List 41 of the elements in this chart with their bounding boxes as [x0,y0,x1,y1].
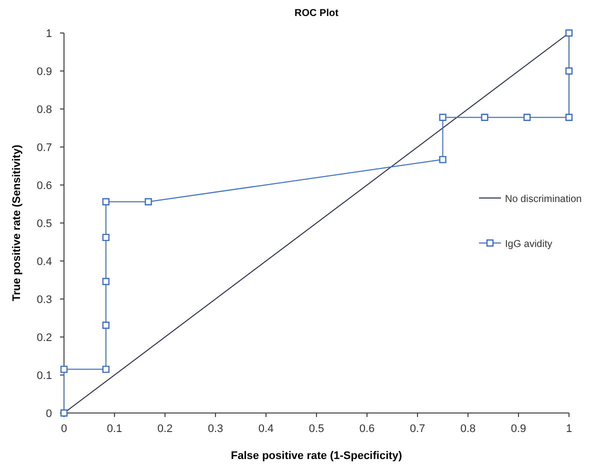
legend-label: No discrimination [505,194,582,205]
point [102,278,110,286]
y-tick-label: 0.7 [36,142,52,154]
x-tick-label: 0.9 [510,423,526,435]
point [565,67,573,75]
y-tick-label: 0.9 [36,66,52,78]
point [481,114,488,121]
x-tick-label: 0.5 [308,423,324,435]
x-tick-label: 0.4 [258,423,274,435]
x-tick-label: 0.6 [359,423,375,435]
chart-title: ROC Plot [294,8,340,19]
x-tick-label: 0 [60,423,68,435]
x-tick-label: 0.2 [157,423,173,435]
point [565,29,573,37]
point [102,198,110,206]
point [60,366,68,373]
y-tick-label: 0.3 [36,294,52,306]
y-axis-title: True positive rate (Sensitivity) [11,144,23,302]
y-tick-label: 0.5 [36,218,52,230]
point [144,198,152,206]
y-tick-label: 0 [46,408,52,420]
point [102,234,110,242]
x-tick-label: 0.7 [410,423,426,435]
point [102,366,110,373]
point [439,156,446,164]
x-tick-label: 0.8 [460,423,476,435]
point [102,322,110,329]
point [523,114,531,121]
point [565,114,573,121]
x-axis-title: False positive rate (1-Specificity) [230,450,402,462]
y-tick-label: 1 [46,28,52,40]
y-tick-label: 0.6 [36,180,52,192]
y-tick-label: 0.2 [36,332,52,344]
legend-label: IgG avidity [505,239,552,250]
x-tick-label: 0.3 [208,423,224,435]
y-tick-label: 0.1 [36,370,52,382]
y-tick-label: 0.4 [36,256,52,268]
x-tick-label: 0.1 [106,423,122,435]
y-tick-label: 0.8 [36,104,52,116]
x-tick-label: 1 [566,423,572,435]
point [439,114,446,121]
